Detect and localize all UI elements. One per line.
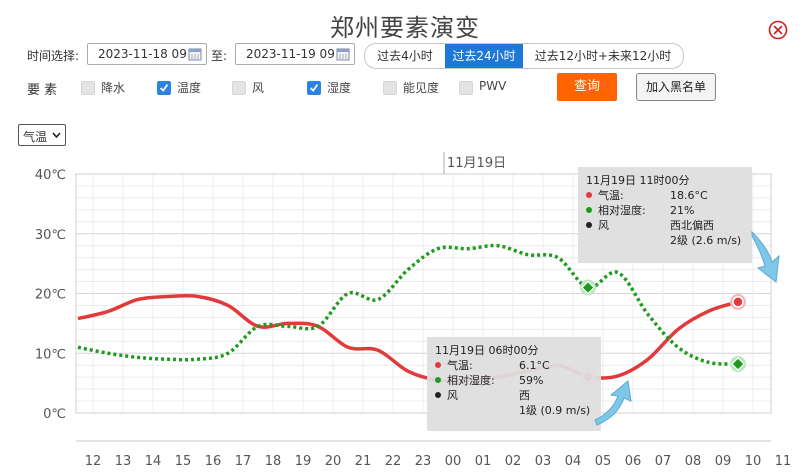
y-tick-label: 0℃ [43, 407, 66, 422]
x-tick-label: 05 [595, 454, 612, 469]
visibility-label: 能见度 [403, 81, 440, 95]
end-time-value: 2023-11-19 09 [246, 47, 335, 61]
tooltip-temp-label: 气温: [598, 189, 624, 202]
tooltip-wind-dir: 西 [519, 389, 530, 402]
tooltip-wind-dir: 西北偏西 [670, 219, 714, 232]
calendar-icon[interactable] [188, 47, 202, 61]
tooltip-wind-label: 风 [447, 389, 458, 402]
humidity-marker[interactable] [581, 280, 595, 295]
tooltip-header: 11月19日 11时00分 [586, 174, 690, 187]
tooltip-hum: 21% [670, 204, 695, 217]
time-select-label: 时间选择: [27, 49, 80, 63]
x-tick-label: 01 [475, 454, 492, 469]
tooltip-hum: 59% [519, 374, 544, 387]
tooltip-wind-speed: 2级 (2.6 m/s) [670, 234, 742, 247]
time-range-segmented: 过去4小时 过去24小时 过去12小时+未来12小时 [364, 43, 684, 69]
x-tick-label: 10 [745, 454, 762, 469]
temp-marker[interactable] [732, 296, 744, 308]
temp-checkbox[interactable] [157, 81, 171, 95]
tooltip-11h: 11月19日 11时00分 气温: 18.6°C 相对湿度: 21% 风 西北偏西 2… [578, 167, 752, 263]
temp-dot [586, 192, 592, 198]
x-tick-label: 23 [415, 454, 432, 469]
check-icon [309, 84, 319, 92]
x-tick-label: 18 [265, 454, 282, 469]
to-label: 至: [211, 49, 228, 63]
x-tick-label: 06 [625, 454, 642, 469]
start-time-input[interactable]: 2023-11-18 09 [87, 43, 207, 65]
precip-checkbox[interactable] [81, 81, 95, 95]
chart-variable-select[interactable]: 气温 [18, 124, 66, 146]
wind-dot [586, 222, 592, 228]
calendar-icon[interactable] [336, 47, 350, 61]
page-title: 郑州要素演变 [330, 14, 480, 42]
tooltip-header: 11月19日 06时00分 [435, 344, 539, 357]
pwv-label: PWV [479, 79, 507, 93]
add-blacklist-button[interactable]: 加入黑名单 [636, 73, 716, 101]
element-label: 要 素 [27, 83, 58, 98]
tooltip-temp: 6.1°C [519, 359, 550, 372]
x-tick-label: 17 [235, 454, 252, 469]
x-tick-label: 08 [685, 454, 702, 469]
plot-frame [75, 173, 772, 414]
x-tick-label: 12 [85, 454, 102, 469]
y-tick-label: 10℃ [35, 347, 66, 362]
chevron-down-icon [52, 132, 61, 138]
temp-label: 温度 [177, 81, 202, 95]
visibility-checkbox[interactable] [383, 81, 397, 95]
range-past-12h-future-12h[interactable]: 过去12小时+未来12小时 [534, 49, 672, 63]
x-tick-label: 20 [325, 454, 342, 469]
tooltip-06h: 11月19日 06时00分 气温: 6.1°C 相对湿度: 59% 风 西 1级 (0… [427, 337, 601, 431]
humidity-checkbox[interactable] [307, 81, 321, 95]
hum-dot [586, 207, 592, 213]
x-tick-label: 03 [535, 454, 552, 469]
x-tick-label: 00 [445, 454, 462, 469]
tooltip-wind-speed: 1级 (0.9 m/s) [519, 404, 591, 417]
end-time-input[interactable]: 2023-11-19 09 [235, 43, 355, 65]
range-past-24h[interactable]: 过去24小时 [445, 44, 523, 68]
x-tick-label: 15 [175, 454, 192, 469]
temperature-line [77, 293, 739, 383]
y-tick-label: 40℃ [35, 168, 66, 183]
tooltip-hum-label: 相对湿度: [598, 204, 646, 217]
range-past-4h[interactable]: 过去4小时 [377, 49, 433, 63]
x-tick-label: 04 [565, 454, 582, 469]
x-tick-label: 22 [385, 454, 402, 469]
wind-dot [435, 392, 441, 398]
x-tick-label: 19 [295, 454, 312, 469]
humidity-line [77, 243, 739, 366]
tooltip-wind-label: 风 [598, 219, 609, 232]
humidity-label: 湿度 [327, 81, 352, 95]
temp-dot [435, 362, 441, 368]
x-tick-label: 09 [715, 454, 732, 469]
x-tick-label: 21 [355, 454, 372, 469]
hum-dot [435, 377, 441, 383]
y-tick-label: 30℃ [35, 228, 66, 243]
tooltip-temp: 18.6°C [670, 189, 708, 202]
tooltip-temp-label: 气温: [447, 359, 473, 372]
select-value: 气温 [23, 130, 48, 144]
x-tick-label: 16 [205, 454, 222, 469]
x-tick-label: 02 [505, 454, 522, 469]
wind-label: 风 [252, 81, 265, 95]
precip-label: 降水 [101, 81, 126, 95]
close-icon[interactable] [768, 20, 788, 40]
x-tick-label: 14 [145, 454, 162, 469]
y-tick-label: 20℃ [35, 288, 66, 303]
wind-checkbox[interactable] [232, 81, 246, 95]
humidity-marker[interactable] [731, 357, 745, 371]
tooltip-hum-label: 相对湿度: [447, 374, 495, 387]
query-button[interactable]: 查询 [557, 73, 617, 101]
date-marker-label: 11月19日 [447, 156, 506, 171]
start-time-value: 2023-11-18 09 [98, 47, 187, 61]
pwv-checkbox[interactable] [459, 81, 473, 95]
x-tick-label: 13 [115, 454, 132, 469]
x-tick-label: 07 [655, 454, 672, 469]
check-icon [159, 84, 169, 92]
x-tick-label: 11 [775, 454, 792, 469]
